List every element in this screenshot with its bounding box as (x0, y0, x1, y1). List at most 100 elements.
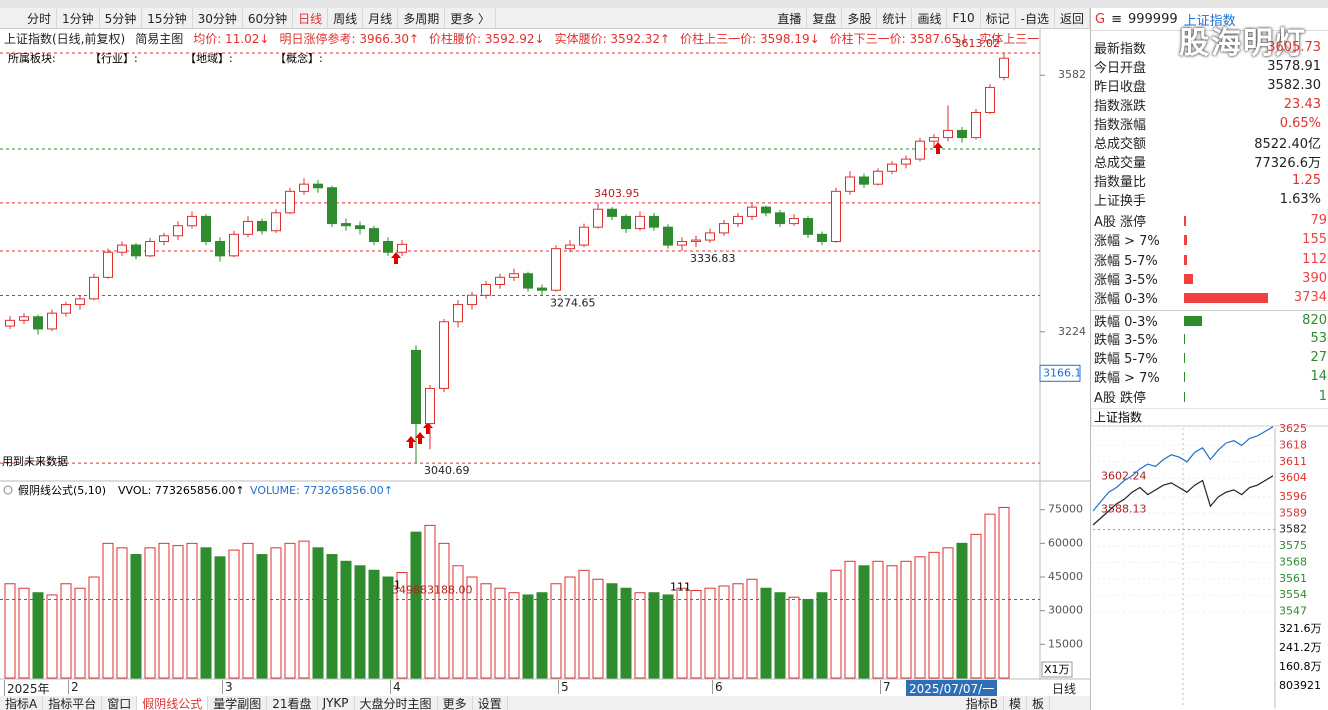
indicator-tab[interactable]: 模 (1004, 696, 1027, 710)
y-tick-label: 3582 (1279, 523, 1307, 536)
quote-row: 指数涨跌 23.43 (1091, 95, 1327, 114)
candle-body (271, 212, 281, 232)
toolbar-button[interactable]: 多股 (842, 8, 878, 28)
toolbar-button[interactable]: 月线 (363, 8, 399, 28)
candle-body (75, 298, 85, 306)
y-tick-label: 3568 (1279, 555, 1307, 568)
toolbar-button[interactable]: 1分钟 (57, 8, 100, 28)
toolbar-button[interactable]: 指标平台 (43, 696, 103, 710)
toolbar-button[interactable]: 画线 (912, 8, 948, 28)
toolbar-button[interactable]: F10 (947, 8, 981, 28)
candle-body (159, 235, 169, 242)
toolbar-button[interactable]: 指标A (0, 696, 44, 710)
volume-bar (984, 513, 996, 679)
toolbar-button[interactable]: 21看盘 (267, 696, 318, 710)
toolbar-button[interactable]: 大盘分时主图 (355, 696, 438, 710)
volume-bar (452, 565, 464, 679)
breadth-value: 1 (1318, 388, 1327, 404)
y-tick-label: 3224 (1058, 325, 1086, 338)
toolbar-button[interactable]: -自选 (1016, 8, 1055, 28)
main-mode[interactable]: 简易主图 (135, 31, 184, 46)
quote-label: 总成交额 (1094, 137, 1147, 152)
indicator-tab[interactable]: 指标B (961, 696, 1004, 710)
volume-bar (676, 587, 688, 679)
y-tick-label: 3611 (1279, 455, 1307, 468)
volume-bar (130, 554, 142, 679)
toolbar-button[interactable]: 5分钟 (100, 8, 143, 28)
volume-bar (466, 576, 478, 679)
toolbar-button[interactable]: JYKP (318, 696, 355, 710)
volume-bar (88, 576, 100, 679)
volume-bar (886, 565, 898, 679)
indicator-value: 实体腰价: 3592.32↑ (554, 31, 671, 46)
quote-label: 总成交量 (1094, 156, 1147, 171)
volume-bar (158, 542, 170, 679)
toolbar-button[interactable]: 设置 (473, 696, 508, 710)
volume-note: 1 (394, 578, 401, 591)
candle-body (285, 190, 295, 214)
candle-body (971, 112, 981, 139)
menu-icon[interactable]: ≡ (1111, 11, 1122, 27)
volume-note: 111 (670, 580, 691, 593)
toolbar-button[interactable]: 更多 〉 (445, 8, 497, 28)
breadth-bar (1184, 254, 1187, 265)
toolbar-button[interactable]: 30分钟 (193, 8, 243, 28)
formula-icon (3, 485, 13, 495)
toolbar-button[interactable]: 更多 (438, 696, 473, 710)
y-tick-label: 3554 (1279, 588, 1307, 601)
breadth-label: 跌幅 3-5% (1094, 332, 1158, 348)
toolbar-button[interactable]: 日线 (293, 8, 329, 28)
toolbar-button[interactable]: 15分钟 (142, 8, 193, 28)
toolbar-button[interactable]: 复盘 (807, 8, 843, 28)
breadth-row: 涨幅 5-7% 112 (1091, 250, 1327, 269)
volume-bar (914, 556, 926, 679)
quote-row: 最新指数 3605.73 (1091, 38, 1327, 57)
toolbar-button[interactable]: 分时 (22, 8, 58, 28)
volume-bar (536, 592, 548, 679)
toolbar-button[interactable]: 标记 (981, 8, 1016, 28)
panel-header: G ≡ 999999 上证指数 (1091, 8, 1328, 31)
toolbar-button[interactable]: 60分钟 (243, 8, 294, 28)
toolbar-button[interactable]: 窗口 (102, 696, 138, 710)
toolbar-button[interactable]: 返回 (1055, 8, 1090, 28)
toolbar-button[interactable]: 量学副图 (208, 696, 268, 710)
quote-label: 指数涨幅 (1094, 118, 1147, 133)
indicator-tab[interactable]: 板 (1027, 696, 1050, 710)
quote-row: 总成交额 8522.40亿 (1091, 133, 1327, 152)
quote-label: 指数涨跌 (1094, 99, 1147, 114)
period-label: 日线 (1051, 682, 1076, 696)
flag[interactable]: G (1095, 11, 1106, 27)
volume-level-label: 349883188.00 (392, 583, 472, 596)
mini-title: 上证指数 (1094, 410, 1142, 425)
quote-value: 1.25 (1292, 173, 1321, 188)
toolbar-button[interactable]: 统计 (877, 8, 913, 28)
quote-value: 3582.30 (1267, 78, 1321, 93)
volume-title: 假阴线公式(5,10) (18, 483, 106, 497)
volume-bar (928, 551, 940, 679)
volume-bar (284, 542, 296, 679)
candle-body (47, 312, 57, 330)
candle-body (803, 218, 813, 235)
quote-label: 上证换手 (1094, 194, 1147, 209)
candle-body (313, 183, 323, 189)
candle-body (397, 243, 407, 253)
volume-bar (760, 587, 772, 679)
breadth-label: 跌幅 > 7% (1094, 371, 1160, 387)
volume-tick-label: 160.8万 (1279, 660, 1322, 673)
x-tick-label: 4 (390, 680, 401, 694)
breadth-row: 跌幅 0-3% 820 (1091, 309, 1327, 330)
volume-bar (900, 560, 912, 679)
volume-value: VOLUME: 773265856.00↑ (250, 484, 393, 497)
date-axis: 日线 2025年 2 3 4 5 6 7 2025/07/07/一 (0, 680, 1090, 697)
breadth-bar (1184, 293, 1268, 304)
toolbar-button[interactable]: 多周期 (398, 8, 446, 28)
breadth-row: 涨幅 3-5% 390 (1091, 269, 1327, 288)
breadth-label: A股 涨停 (1094, 215, 1147, 230)
breadth-value: 79 (1310, 213, 1327, 228)
y-tick-label: 3575 (1279, 539, 1307, 552)
breadth-value: 27 (1310, 350, 1327, 366)
x-tick-label: 5 (558, 680, 569, 694)
toolbar-button[interactable]: 假阴线公式 (137, 696, 209, 710)
toolbar-button[interactable]: 周线 (328, 8, 364, 28)
toolbar-button[interactable]: 直播 (772, 8, 808, 28)
